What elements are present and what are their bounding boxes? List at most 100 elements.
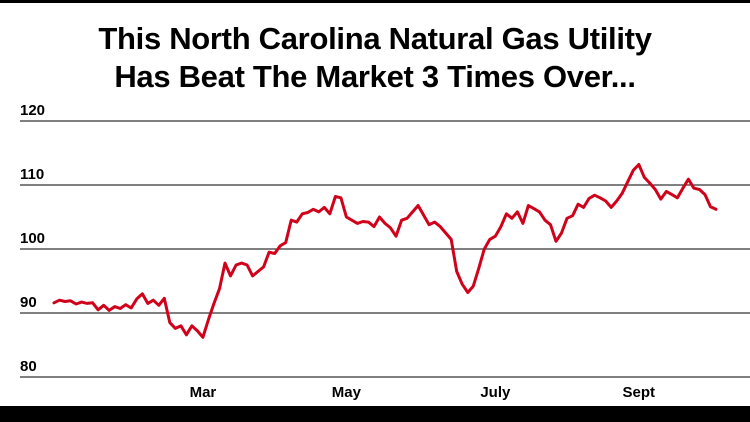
x-tick-label: July — [480, 384, 511, 401]
data-point — [196, 330, 199, 332]
data-point — [560, 232, 563, 234]
data-point — [97, 309, 99, 311]
data-point — [444, 232, 447, 234]
data-point — [86, 302, 88, 305]
data-point — [75, 303, 77, 305]
data-point — [693, 187, 695, 189]
data-point — [102, 304, 105, 307]
data-point — [615, 200, 618, 202]
data-point — [53, 301, 55, 304]
data-point — [257, 270, 259, 273]
data-point — [218, 287, 221, 290]
data-point — [417, 204, 419, 207]
data-point — [240, 262, 243, 264]
data-point — [411, 211, 414, 213]
data-point — [577, 203, 579, 205]
data-point — [676, 197, 679, 199]
data-point — [571, 214, 574, 217]
data-point — [356, 222, 359, 225]
top-border — [0, 0, 750, 3]
data-point — [400, 219, 403, 221]
data-point — [472, 285, 475, 287]
data-point — [213, 302, 215, 305]
data-point — [511, 217, 513, 220]
gridlines — [20, 120, 750, 378]
data-point — [113, 305, 116, 308]
data-point — [395, 235, 397, 237]
data-point — [687, 178, 690, 181]
series-line — [52, 163, 718, 339]
y-tick-label: 80 — [20, 358, 37, 375]
data-point — [64, 300, 66, 303]
data-point — [191, 325, 193, 327]
data-point — [295, 221, 298, 223]
data-point — [384, 222, 386, 225]
data-point — [141, 293, 144, 295]
data-point — [588, 197, 590, 200]
data-point — [329, 213, 331, 215]
y-tick-label: 120 — [20, 102, 45, 119]
data-point — [461, 283, 464, 286]
data-point — [180, 325, 182, 327]
data-point — [207, 318, 210, 321]
data-point — [284, 241, 287, 244]
data-point — [505, 213, 508, 215]
x-axis-ticks: Mar May July Sept — [190, 384, 655, 401]
data-point — [351, 219, 353, 221]
data-point — [489, 238, 491, 241]
data-point — [91, 301, 94, 304]
data-point — [428, 223, 430, 226]
data-point — [373, 225, 375, 228]
series-group — [52, 163, 718, 339]
y-tick-label: 100 — [20, 230, 45, 247]
data-point — [334, 195, 337, 198]
data-point — [290, 219, 293, 221]
data-point — [262, 266, 265, 268]
data-point — [362, 220, 364, 223]
y-tick-label: 90 — [20, 294, 37, 311]
bottom-border — [0, 406, 750, 422]
data-point — [273, 252, 276, 255]
data-point — [643, 176, 646, 179]
data-point — [174, 327, 177, 330]
data-point — [671, 193, 673, 196]
data-point — [163, 297, 166, 300]
data-point — [389, 227, 392, 229]
data-point — [500, 225, 502, 228]
data-point — [152, 299, 155, 302]
data-point — [527, 204, 530, 207]
data-point — [632, 169, 635, 172]
data-point — [450, 238, 453, 241]
data-point — [422, 214, 425, 216]
data-point — [698, 188, 701, 191]
data-point — [119, 307, 121, 310]
data-point — [279, 245, 281, 247]
data-point — [604, 200, 607, 202]
data-point — [544, 219, 546, 221]
data-point — [246, 264, 248, 266]
data-point — [202, 336, 204, 339]
data-point — [522, 222, 524, 225]
data-point — [533, 207, 535, 210]
data-point — [483, 248, 486, 250]
y-tick-label: 110 — [20, 166, 44, 183]
data-point — [340, 197, 342, 199]
data-point — [135, 298, 138, 300]
data-point — [466, 291, 469, 294]
data-point — [654, 188, 657, 191]
data-point — [621, 192, 624, 195]
chart-title-line-2: Has Beat The Market 3 Times Over... — [114, 59, 636, 94]
data-point — [108, 309, 110, 312]
data-point — [433, 221, 436, 223]
x-tick-label: May — [332, 384, 362, 401]
data-point — [704, 193, 706, 196]
data-point — [251, 275, 254, 277]
data-point — [235, 264, 237, 266]
data-point — [538, 211, 541, 213]
data-point — [345, 216, 348, 218]
x-tick-label: Mar — [190, 384, 217, 401]
x-tick-label: Sept — [623, 384, 656, 401]
data-point — [637, 163, 640, 166]
data-point — [566, 217, 568, 220]
